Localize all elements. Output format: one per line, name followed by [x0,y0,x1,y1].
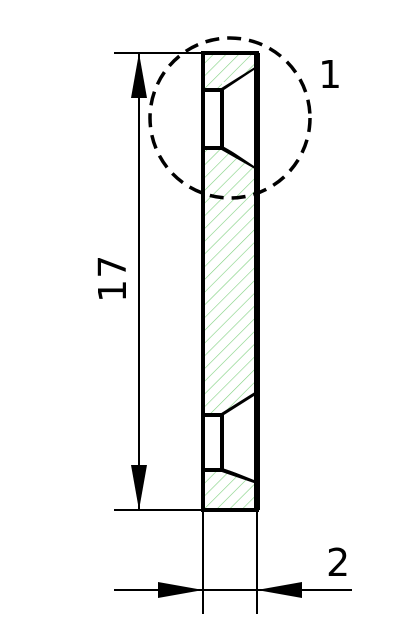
countersink-bottom-cone-lower [221,468,258,484]
thickness-dimension: 2 [114,510,352,614]
detail-circle [148,36,312,200]
countersink-top-void [205,92,220,146]
thickness-arrow-left [158,582,203,598]
countersink-bottom-void [205,417,220,468]
countersink-bottom-cone-void [224,396,254,480]
countersink-top-cone-void [224,70,254,166]
countersink-top-cone [220,66,259,92]
hatch-top [203,53,257,510]
thickness-arrow-right [257,582,302,598]
callout-label: 1 [318,53,342,97]
countersink-bottom-cone [220,391,259,417]
height-arrow-top [131,53,147,98]
height-arrow-bottom [131,465,147,510]
thickness-label: 2 [326,541,350,585]
detail-callout: 1 [148,36,342,200]
washer-section [201,51,260,512]
height-label: 17 [91,255,135,303]
countersink-top-cone-lower [221,146,258,170]
height-dimension: 17 [91,52,203,511]
